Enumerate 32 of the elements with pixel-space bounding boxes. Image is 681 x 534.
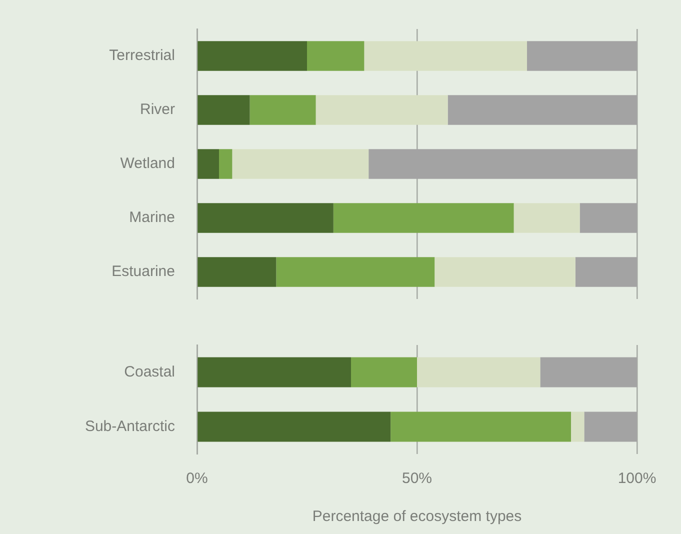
bar: [364, 41, 527, 71]
bar: [333, 203, 514, 233]
bar: [514, 203, 580, 233]
bar: [307, 41, 364, 71]
bar: [250, 95, 316, 125]
bar: [198, 41, 307, 71]
bar: [198, 95, 250, 125]
y-tick-label: Sub-Antarctic: [84, 418, 176, 435]
y-tick-label: Marine: [129, 209, 175, 226]
y-tick-label: River: [140, 101, 175, 118]
bar: [571, 412, 584, 442]
bar: [276, 257, 435, 287]
bar: [232, 149, 369, 179]
bar: [198, 357, 351, 388]
bar: [198, 257, 276, 287]
x-axis-title: Percentage of ecosystem types: [312, 508, 522, 526]
bar: [351, 357, 417, 388]
bar: [316, 95, 448, 125]
x-tick-label: 0%: [186, 470, 208, 488]
bar: [198, 149, 219, 179]
bar: [198, 412, 391, 442]
bar: [219, 149, 232, 179]
bar: [390, 412, 571, 442]
y-tick-label: Terrestrial: [109, 47, 175, 64]
y-tick-label: Estuarine: [112, 263, 175, 280]
bar: [417, 357, 540, 388]
bar: [434, 257, 576, 287]
y-tick-label: Coastal: [124, 363, 175, 380]
bar: [198, 203, 334, 233]
x-tick-label: 50%: [402, 470, 432, 488]
x-tick-label: 100%: [618, 470, 656, 488]
y-tick-label: Wetland: [120, 155, 175, 172]
